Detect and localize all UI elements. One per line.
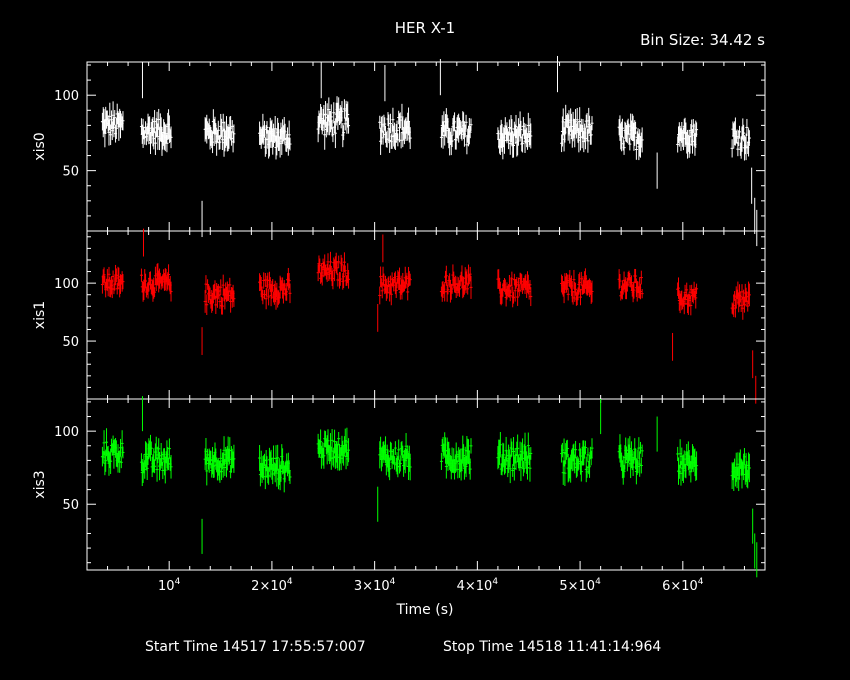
x-tick-label: 2×104 [251, 577, 293, 594]
y-tick-label: 50 [62, 165, 79, 180]
panel-xis0: 50 100 xis0 [32, 55, 766, 247]
x-axis-label: Time (s) [396, 602, 454, 618]
x-tick-label: 4×104 [457, 577, 499, 594]
y-tick-label: 50 [62, 335, 79, 350]
chart-title: HER X-1 [395, 19, 455, 37]
start-time-label: Start Time 14517 17:55:57:007 [145, 639, 366, 655]
x-tick-label: 6×104 [662, 577, 704, 594]
y-axis-label: xis1 [32, 301, 48, 329]
y-tick-label: 100 [54, 277, 79, 292]
y-tick-label: 100 [54, 425, 79, 440]
y-axis-label: xis0 [32, 132, 48, 160]
x-tick-label: 104 [158, 577, 181, 594]
panel-frame [86, 398, 766, 571]
x-axis-ticks: 104 2×104 3×104 4×104 5×104 6×104 [158, 577, 704, 594]
y-tick-label: 100 [54, 89, 79, 104]
bin-size-label: Bin Size: 34.42 s [640, 31, 765, 49]
panel-frame [86, 230, 766, 400]
x-tick-label: 5×104 [559, 577, 601, 594]
panel-xis1: 50 100 xis1 [32, 228, 766, 404]
plot-panels: 50 100 xis0 50 100 xis1 50 100 xis3 [32, 55, 766, 578]
stop-time-label: Stop Time 14518 11:41:14:964 [443, 639, 661, 655]
panel-xis3: 50 100 xis3 [32, 396, 766, 578]
panel-frame [86, 61, 766, 232]
x-tick-label: 3×104 [354, 577, 396, 594]
y-axis-label: xis3 [32, 470, 48, 498]
y-tick-label: 50 [62, 498, 79, 513]
